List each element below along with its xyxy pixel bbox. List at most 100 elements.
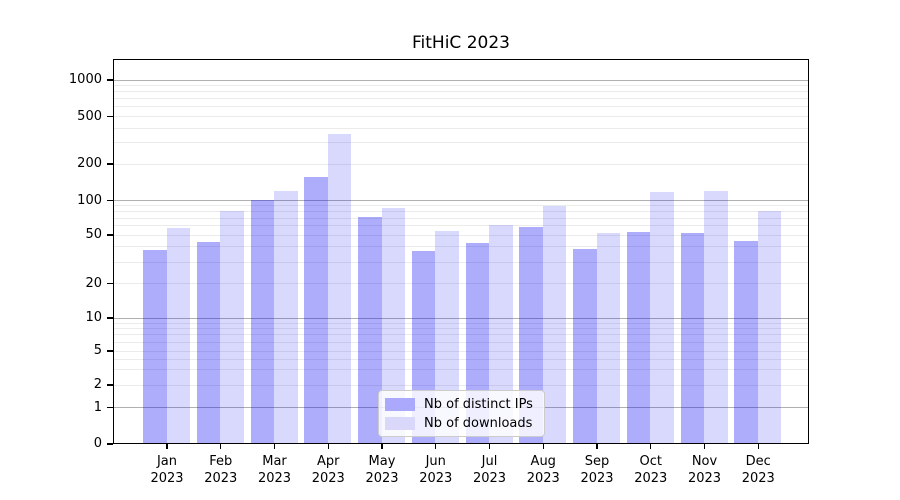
bar-ips-jan [143,249,167,443]
x-tick-month: Mar [262,454,287,469]
bar-downloads-dec [757,210,782,443]
y-tick-mark [107,79,113,81]
minor-gridline [114,205,808,207]
minor-gridline [114,98,808,100]
x-tick-year: 2023 [257,471,292,486]
major-gridline [114,317,808,319]
minor-gridline [114,322,808,324]
x-tick-label: Apr 2023 [296,453,360,487]
y-tick-label: 0 [93,436,102,451]
x-tick-month: Feb [209,454,233,469]
bar-ips-mar [250,199,274,443]
bar-downloads-sep [596,233,620,443]
y-tick-label: 200 [77,156,102,171]
bar-ips-sep [573,248,597,443]
x-tick-month: Nov [691,454,718,469]
x-tick-year: 2023 [419,471,453,486]
bar-downloads-apr [327,134,352,443]
minor-gridline [114,261,808,263]
y-tick-mark [107,282,113,285]
y-tick-mark [107,350,113,352]
bar-downloads-may [381,207,405,443]
x-tick-mark [327,444,329,449]
minor-gridline [114,341,808,343]
minor-gridline [114,283,808,284]
bar-ips-nov [680,233,704,443]
x-tick-month: May [368,454,396,469]
y-tick-mark [107,199,113,202]
x-tick-year: 2023 [311,471,345,486]
x-tick-label: Jan 2023 [135,453,199,487]
y-tick-label: 20 [85,275,102,291]
bar-ips-feb [196,241,221,443]
y-tick-label: 5 [93,343,102,358]
y-tick-mark [107,317,113,319]
y-tick-mark [107,163,113,165]
y-tick-mark [107,406,113,409]
x-tick-label: Nov 2023 [673,453,737,487]
minor-gridline [114,384,808,386]
bar-ips-oct [626,232,651,443]
x-tick-year: 2023 [580,471,614,486]
y-tick-label: 2 [93,377,102,392]
minor-gridline [114,85,808,87]
minor-gridline [114,234,808,236]
minor-gridline [114,163,808,165]
chart-title: FitHiC 2023 [412,33,510,53]
x-tick-label: Jul 2023 [458,453,522,487]
bar-ips-may [358,217,382,443]
minor-gridline [114,106,808,108]
minor-gridline [114,328,808,330]
plot-area [113,59,809,444]
major-gridline [114,200,808,201]
x-tick-mark [757,444,759,449]
minor-gridline [114,142,808,144]
x-tick-mark [166,444,168,449]
x-tick-label: May 2023 [350,453,414,487]
x-tick-year: 2023 [204,471,238,486]
x-tick-label: Oct 2023 [619,453,683,487]
x-tick-mark [488,444,491,449]
minor-gridline [114,211,808,213]
x-tick-year: 2023 [634,471,668,486]
x-tick-mark [381,444,383,449]
minor-gridline [114,91,808,93]
bar-downloads-mar [274,190,298,443]
minor-gridline [114,127,808,129]
x-tick-month: Jun [425,454,446,469]
y-tick-mark [107,234,113,236]
x-tick-mark [220,444,222,449]
legend-label: Nb of distinct IPs [424,397,533,412]
bar-ips-apr [304,177,328,443]
x-tick-month: Dec [745,454,771,469]
bar-downloads-jul [489,224,513,443]
x-tick-month: Jul [481,454,498,469]
legend-label: Nb of downloads [424,416,533,431]
x-tick-month: Aug [530,454,556,469]
legend: Nb of distinct IPs Nb of downloads [378,390,545,437]
minor-gridline [114,246,808,248]
minor-gridline [114,358,808,360]
bar-ips-dec [734,240,758,443]
x-tick-label: Jun 2023 [404,453,468,487]
legend-swatch-ips [385,398,415,411]
x-tick-mark [596,444,598,449]
minor-gridline [114,369,808,371]
x-tick-mark [435,444,437,449]
x-tick-label: Sep 2023 [565,453,629,487]
y-tick-label: 1 [93,399,102,415]
x-tick-mark [542,444,544,449]
x-tick-year: 2023 [365,471,399,486]
y-tick-label: 500 [77,108,102,124]
x-tick-year: 2023 [150,471,184,486]
minor-gridline [114,334,808,336]
x-tick-label: Dec 2023 [726,453,790,487]
x-tick-month: Oct [639,454,662,469]
y-tick-label: 100 [77,192,102,208]
x-tick-year: 2023 [741,471,775,486]
y-tick-label: 50 [85,227,102,242]
major-gridline [114,79,808,81]
x-tick-mark [650,444,652,449]
y-tick-mark [107,384,113,386]
